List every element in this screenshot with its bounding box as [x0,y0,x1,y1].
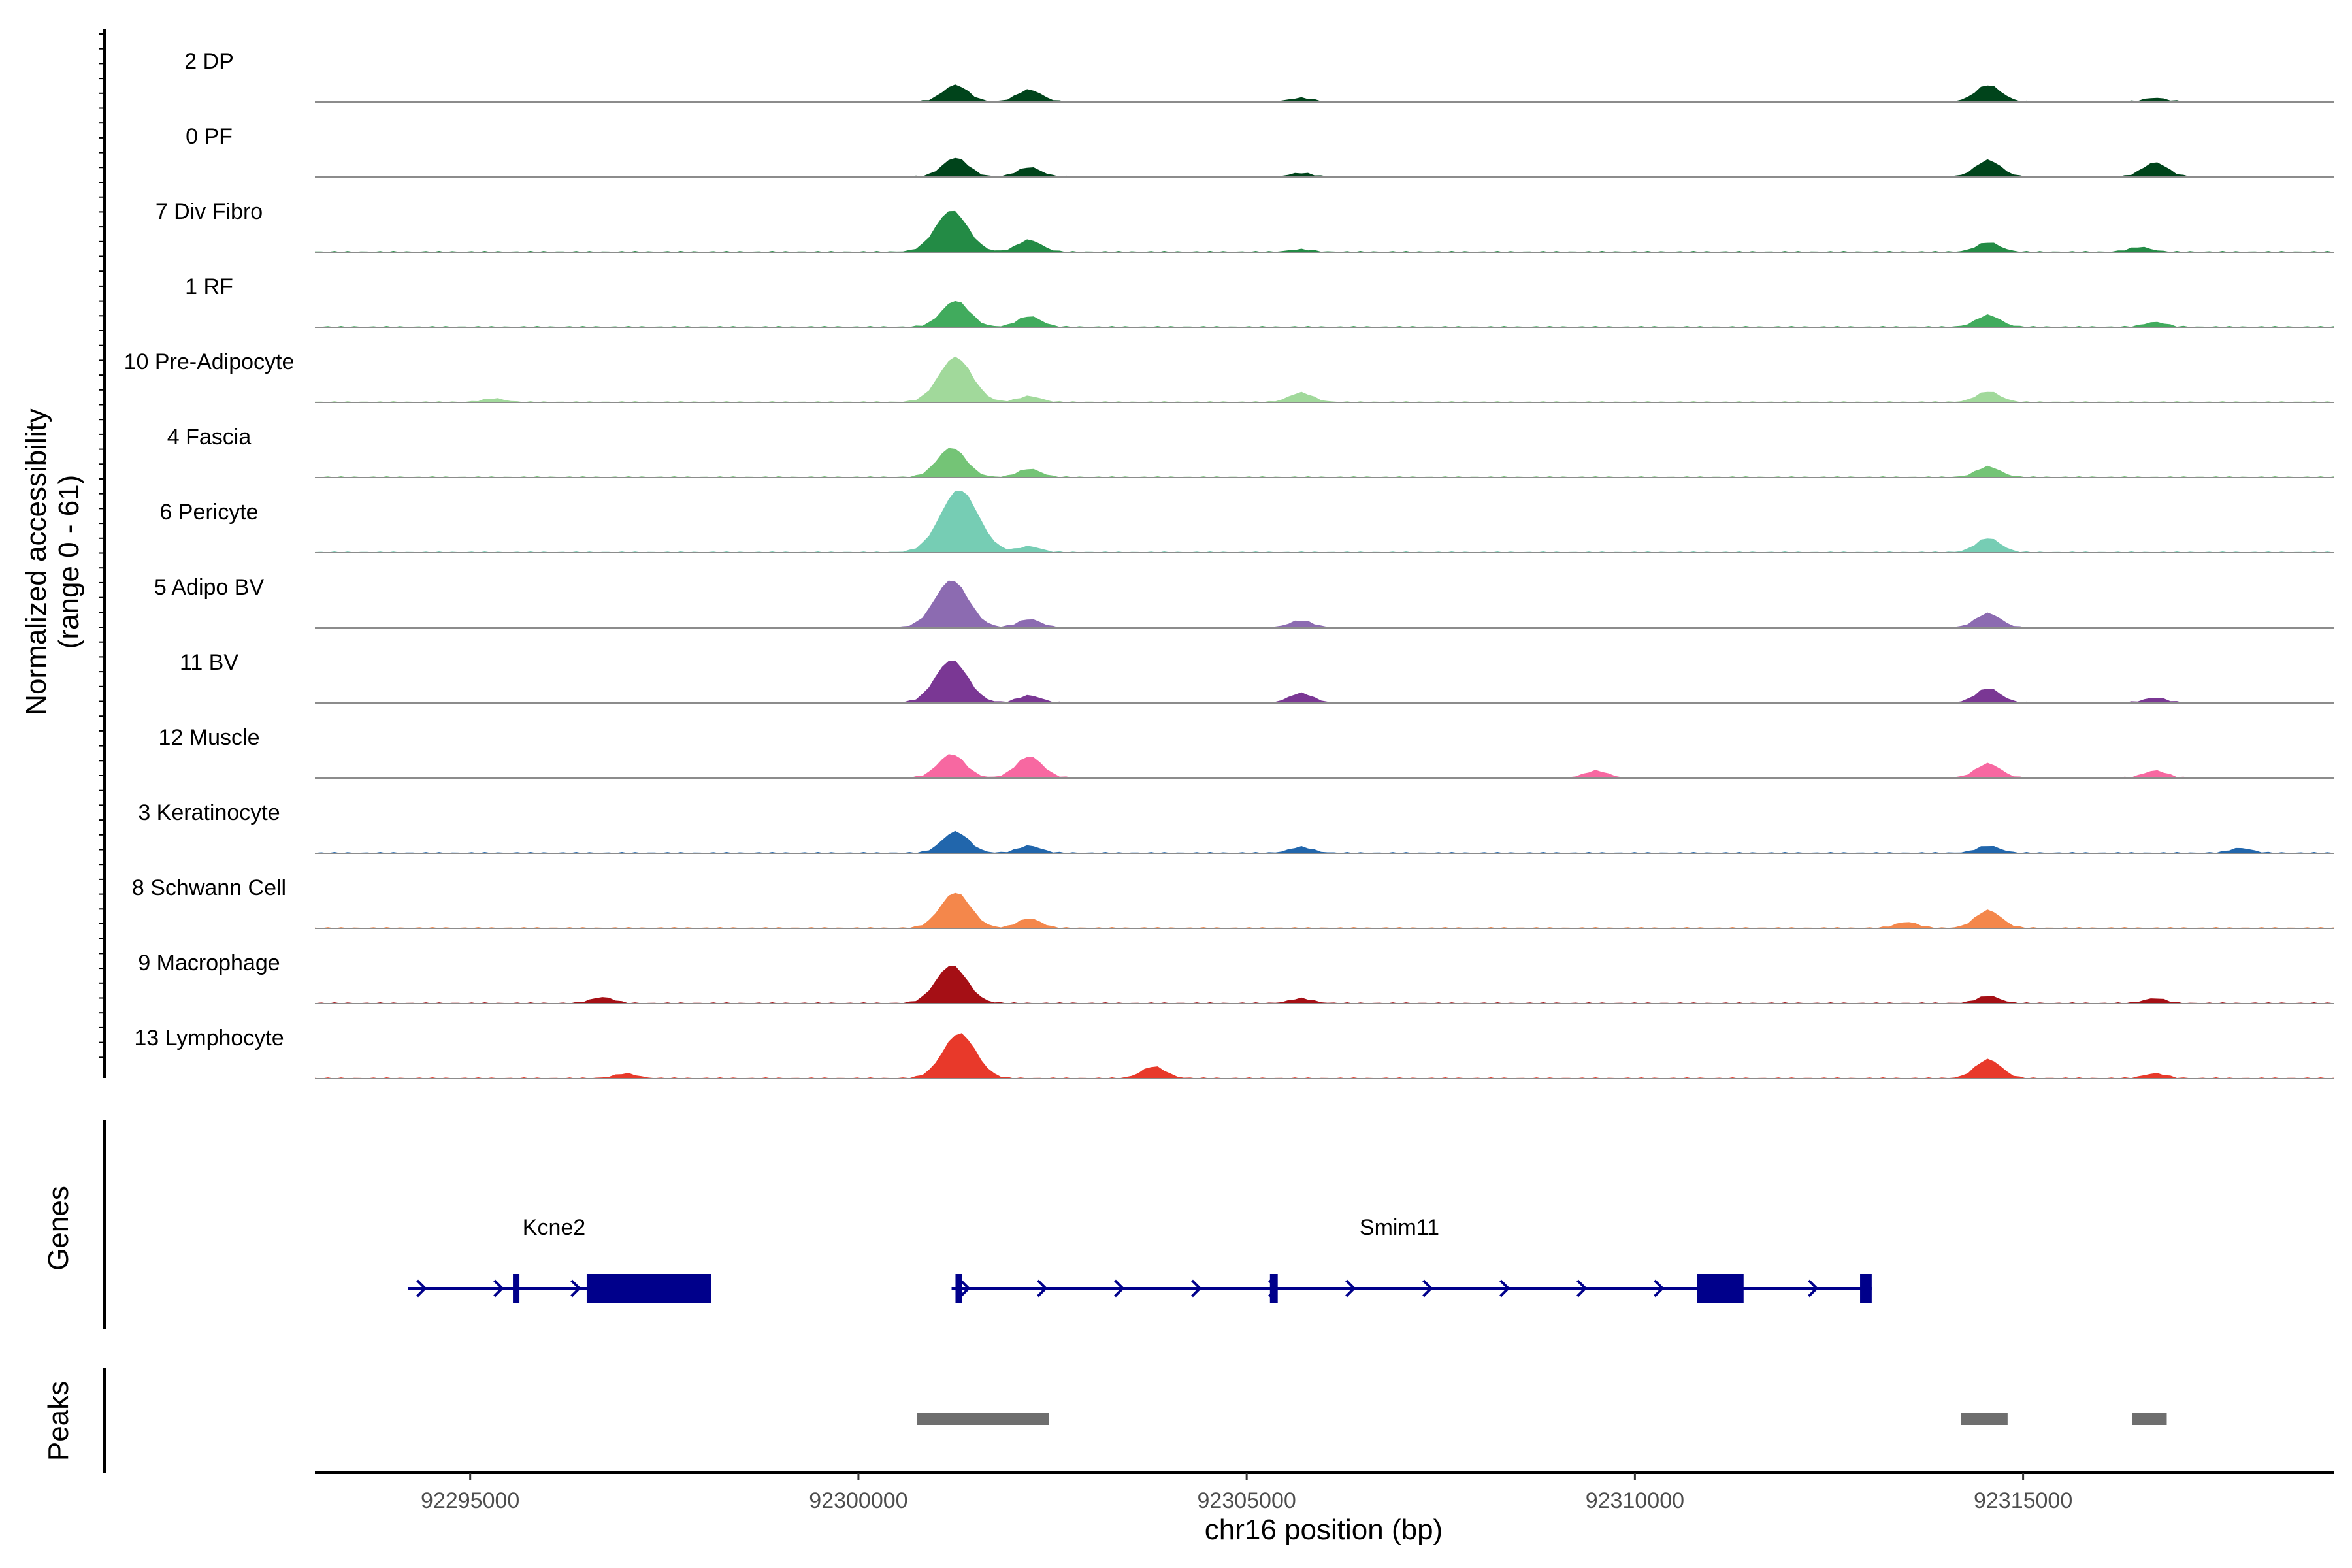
track-label: 9 Macrophage [138,951,280,975]
track-13-lymphocyte: 13 Lymphocyte [134,1026,2334,1079]
track-area [315,448,2334,478]
track-label: 4 Fascia [167,425,252,449]
track-area [315,1033,2334,1079]
strand-arrow [1654,1279,1665,1298]
strand-arrow [1191,1279,1202,1298]
track-label: 8 Schwann Cell [132,875,286,900]
track-area [315,210,2334,252]
peaks-track-label: Peaks [42,1381,74,1461]
track-11-bv: 11 BV [180,650,2334,704]
gene-name-label: Smim11 [1360,1215,1439,1240]
strand-arrow [960,1279,971,1298]
track-5-adipo-bv: 5 Adipo BV [154,575,2334,629]
peak-region [2132,1413,2167,1425]
track-7-div-fibro: 7 Div Fibro [155,199,2334,253]
strand-arrow [1345,1279,1356,1298]
track-label: 1 RF [185,274,233,299]
track-4-fascia: 4 Fascia [167,425,2334,478]
gene-exon [955,1274,962,1303]
gene-exon [1697,1274,1744,1303]
strand-arrow [1808,1279,1819,1298]
accessibility-tracks: 2 DP 0 PF 7 Div Fibro 1 RF 10 Pre-Adipocyte 4… [124,49,2334,1079]
track-label: 6 Pericyte [159,500,258,525]
track-area [315,356,2334,402]
x-tick-label: 92300000 [809,1488,907,1513]
track-area [315,966,2334,1004]
peak-region [1961,1413,2008,1425]
track-label: 3 Keratinocyte [138,800,280,825]
track-label: 10 Pre-Adipocyte [124,350,295,374]
track-area [315,754,2334,778]
track-1-rf: 1 RF [185,274,2334,328]
x-tick-label: 92310000 [1586,1488,1684,1513]
gene-exon [1860,1274,1872,1303]
genes-track: Kcne2 Smim11 [408,1215,1872,1303]
gene-kcne2: Kcne2 [408,1215,711,1303]
track-area [315,491,2334,553]
track-area [315,830,2334,853]
track-label: 13 Lymphocyte [134,1026,284,1051]
track-6-pericyte: 6 Pericyte [159,491,2334,553]
gene-name-label: Kcne2 [523,1215,585,1240]
y-axis-title-line2: (range 0 - 61) [53,475,85,649]
track-area [315,301,2334,327]
gene-exon [586,1274,711,1303]
strand-arrow [416,1279,427,1298]
track-2-dp: 2 DP [184,49,2334,103]
track-label: 2 DP [184,49,234,74]
track-label: 0 PF [186,124,233,149]
track-9-macrophage: 9 Macrophage [138,951,2334,1004]
gene-smim11: Smim11 [951,1215,1872,1303]
track-12-muscle: 12 Muscle [159,725,2334,779]
y-axis-title: Normalized accessibility (range 0 - 61) [20,408,85,715]
track-area [315,157,2334,177]
strand-arrow [1037,1279,1048,1298]
y-axis-minor-ticks [99,33,105,1058]
y-axis-title-line1: Normalized accessibility [20,408,52,715]
x-axis-ticks: 92295000 92300000 92305000 92310000 92315000 [421,1473,2072,1513]
gene-exon [1269,1274,1278,1303]
track-0-pf: 0 PF [186,124,2334,178]
strand-arrow [1499,1279,1511,1298]
strand-arrow [1114,1279,1125,1298]
track-8-schwann-cell: 8 Schwann Cell [132,875,2334,929]
peak-region [917,1413,1049,1425]
x-tick-label: 92305000 [1198,1488,1296,1513]
track-area [315,660,2334,703]
track-label: 7 Div Fibro [155,199,263,224]
track-3-keratinocyte: 3 Keratinocyte [138,800,2334,854]
x-tick-label: 92295000 [421,1488,519,1513]
strand-arrow [493,1279,504,1298]
track-label: 11 BV [180,650,238,675]
strand-arrow [1422,1279,1433,1298]
strand-arrow [1576,1279,1588,1298]
track-area [315,84,2334,102]
track-label: 5 Adipo BV [154,575,265,600]
track-10-pre-adipocyte: 10 Pre-Adipocyte [124,350,2334,403]
genes-track-label: Genes [42,1186,74,1271]
strand-arrow [570,1279,581,1298]
x-tick-label: 92315000 [1974,1488,2072,1513]
track-area [315,580,2334,628]
x-axis-title: chr16 position (bp) [1205,1514,1443,1546]
track-area [315,892,2334,928]
track-label: 12 Muscle [159,725,260,750]
gene-exon [513,1274,520,1303]
peaks-track [917,1413,2167,1425]
